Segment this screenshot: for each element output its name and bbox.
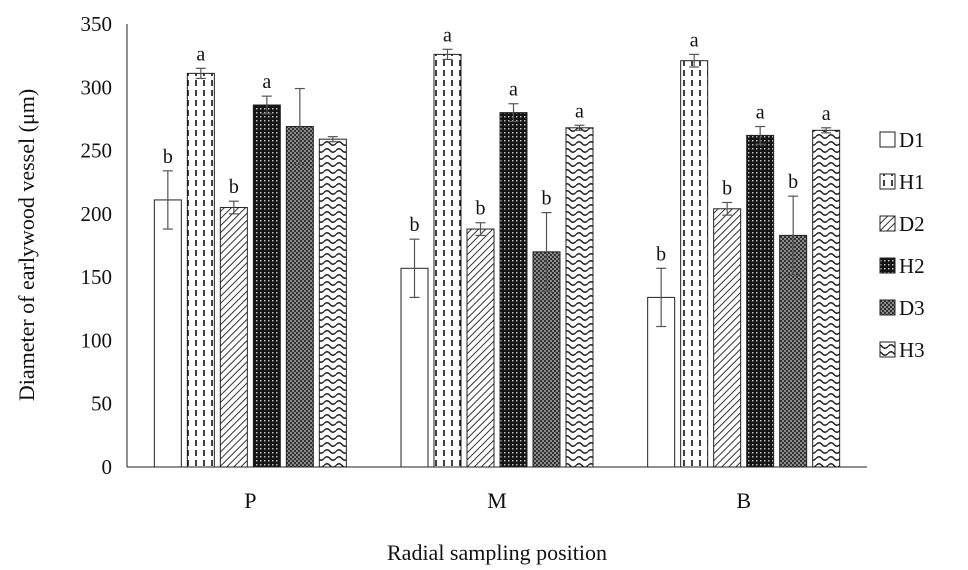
bar-H2-B bbox=[746, 134, 775, 468]
bar-group-P: b a b a bbox=[153, 43, 347, 468]
legend-label: D3 bbox=[899, 296, 925, 320]
significance-label: a bbox=[756, 102, 765, 124]
significance-label: b bbox=[722, 177, 732, 199]
legend-swatch bbox=[879, 173, 896, 190]
y-tick-label: 250 bbox=[81, 139, 113, 163]
significance-label: a bbox=[262, 71, 271, 93]
bar-H3-M bbox=[565, 127, 594, 468]
y-tick-label: 350 bbox=[81, 12, 113, 36]
bar-H2-M bbox=[499, 112, 528, 468]
legend-swatch bbox=[879, 131, 896, 148]
legend-label: D2 bbox=[899, 212, 925, 236]
bar-D1-P bbox=[153, 199, 182, 468]
x-axis: P M B Radial sampling position bbox=[127, 466, 867, 565]
plot-area: b a b a b a b a b a b a b a b a bbox=[153, 24, 841, 468]
legend-swatch bbox=[879, 299, 896, 316]
legend-label: H3 bbox=[899, 338, 925, 362]
x-axis-title: Radial sampling position bbox=[387, 540, 607, 565]
bar-H3-P bbox=[318, 138, 347, 468]
significance-label: a bbox=[509, 79, 518, 101]
y-tick-label: 100 bbox=[81, 328, 113, 352]
legend-item-D1: D1 bbox=[879, 128, 925, 152]
y-tick-label: 0 bbox=[102, 455, 113, 479]
legend-swatch bbox=[879, 215, 896, 232]
y-axis-title: Diameter of earlywood vessel (μm) bbox=[14, 89, 39, 401]
legend: D1 H1 D2 H2 D3 H3 bbox=[879, 128, 925, 362]
legend-item-H1: H1 bbox=[879, 170, 925, 194]
bar-H1-P bbox=[186, 72, 215, 468]
legend-label: H2 bbox=[899, 254, 925, 278]
y-tick-label: 50 bbox=[91, 392, 112, 416]
bar-H3-B bbox=[812, 129, 841, 468]
bar-H2-P bbox=[252, 104, 281, 468]
y-tick-label: 300 bbox=[81, 75, 113, 99]
legend-swatch bbox=[879, 341, 896, 358]
bar-group-M: b a b a b a bbox=[400, 24, 594, 468]
bar-H1-B bbox=[680, 60, 709, 468]
x-tick-label-B: B bbox=[736, 488, 751, 513]
bar-D2-B bbox=[713, 208, 742, 468]
y-tick-label: 150 bbox=[81, 265, 113, 289]
bar-D2-M bbox=[466, 228, 495, 468]
legend-label: H1 bbox=[899, 170, 925, 194]
y-tick-label: 200 bbox=[81, 202, 113, 226]
y-tick-labels: 0 50 100 150 200 250 300 350 bbox=[81, 12, 113, 479]
legend-item-H3: H3 bbox=[879, 338, 925, 362]
significance-label: b bbox=[656, 243, 666, 265]
significance-label: b bbox=[542, 188, 552, 210]
significance-label: a bbox=[690, 29, 699, 51]
significance-label: b bbox=[788, 171, 798, 193]
bar-D1-M bbox=[400, 267, 429, 468]
x-tick-label-P: P bbox=[244, 488, 256, 513]
legend-item-D3: D3 bbox=[879, 296, 925, 320]
significance-label: a bbox=[443, 24, 452, 46]
significance-label: b bbox=[476, 198, 486, 220]
significance-label: a bbox=[196, 43, 205, 65]
legend-swatch bbox=[879, 257, 896, 274]
significance-label: b bbox=[163, 146, 173, 168]
significance-label: a bbox=[575, 100, 584, 122]
significance-label: b bbox=[229, 176, 239, 198]
bar-D2-P bbox=[219, 207, 248, 468]
bar-H1-M bbox=[433, 53, 462, 468]
bar-D3-P bbox=[285, 126, 314, 468]
x-tick-label-M: M bbox=[487, 488, 507, 513]
y-axis: 0 50 100 150 200 250 300 350 Diameter of earlyw… bbox=[14, 12, 128, 479]
significance-label: b bbox=[410, 214, 420, 236]
significance-label: a bbox=[822, 103, 831, 125]
legend-label: D1 bbox=[899, 128, 925, 152]
bar-group-B: b a b a b a bbox=[647, 29, 841, 468]
legend-item-H2: H2 bbox=[879, 254, 925, 278]
legend-item-D2: D2 bbox=[879, 212, 925, 236]
